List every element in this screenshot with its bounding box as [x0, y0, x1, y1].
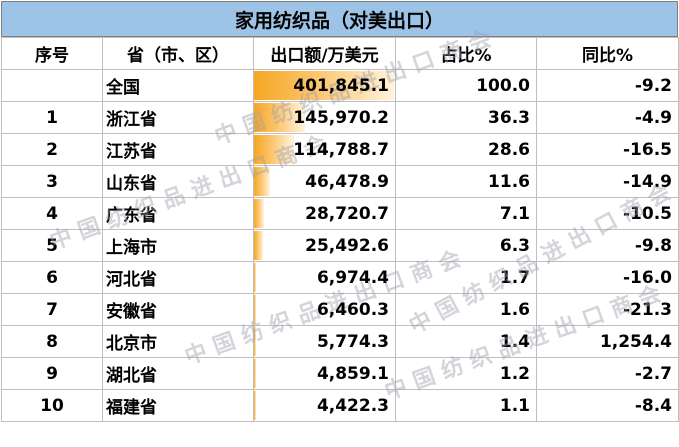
- data-bar: [254, 359, 256, 388]
- export-table: 序号 省（市、区） 出口额/万美元 占比% 同比% 全国 401,845.1 100…: [1, 37, 679, 422]
- cell-amount[interactable]: 4,859.1: [253, 357, 396, 390]
- cell-amount[interactable]: 6,974.4: [253, 261, 396, 294]
- cell-region[interactable]: 上海市: [102, 229, 254, 262]
- cell-share[interactable]: 100.0: [395, 69, 537, 102]
- cell-region[interactable]: 山东省: [102, 165, 254, 198]
- cell-amount[interactable]: 114,788.7: [253, 133, 396, 166]
- cell-rank[interactable]: 8: [1, 325, 103, 358]
- cell-rank[interactable]: 9: [1, 357, 103, 390]
- header-amount[interactable]: 出口额/万美元: [253, 37, 396, 70]
- cell-amount[interactable]: 6,460.3: [253, 293, 396, 326]
- cell-share[interactable]: 1.2: [395, 357, 537, 390]
- cell-rank[interactable]: 1: [1, 101, 103, 134]
- cell-yoy[interactable]: 1,254.4: [536, 325, 679, 358]
- data-bar: [254, 71, 394, 100]
- table-title: 家用纺织品（对美出口）: [1, 1, 678, 37]
- cell-yoy[interactable]: -16.0: [536, 261, 679, 294]
- table-row: 6 河北省 6,974.4 1.7 -16.0: [1, 261, 679, 294]
- cell-amount[interactable]: 5,774.3: [253, 325, 396, 358]
- cell-region[interactable]: 河北省: [102, 261, 254, 294]
- cell-yoy[interactable]: -9.2: [536, 69, 679, 102]
- data-bar: [254, 327, 256, 356]
- table-row: 8 北京市 5,774.3 1.4 1,254.4: [1, 325, 679, 358]
- table-row: 5 上海市 25,492.6 6.3 -9.8: [1, 229, 679, 262]
- data-bar: [254, 135, 294, 164]
- cell-yoy[interactable]: -16.5: [536, 133, 679, 166]
- cell-amount[interactable]: 401,845.1: [253, 69, 396, 102]
- table-row: 3 山东省 46,478.9 11.6 -14.9: [1, 165, 679, 198]
- header-row: 序号 省（市、区） 出口额/万美元 占比% 同比%: [1, 37, 679, 70]
- amount-value: 6,974.4: [316, 267, 389, 288]
- cell-rank[interactable]: 7: [1, 293, 103, 326]
- table-row: 全国 401,845.1 100.0 -9.2: [1, 69, 679, 102]
- header-share[interactable]: 占比%: [395, 37, 537, 70]
- cell-share[interactable]: 28.6: [395, 133, 537, 166]
- amount-value: 4,422.3: [316, 395, 389, 416]
- cell-yoy[interactable]: -4.9: [536, 101, 679, 134]
- cell-yoy[interactable]: -21.3: [536, 293, 679, 326]
- amount-value: 145,970.2: [293, 107, 389, 128]
- cell-region[interactable]: 安徽省: [102, 293, 254, 326]
- cell-region[interactable]: 江苏省: [102, 133, 254, 166]
- cell-amount[interactable]: 28,720.7: [253, 197, 396, 230]
- cell-rank[interactable]: 3: [1, 165, 103, 198]
- amount-value: 4,859.1: [316, 363, 389, 384]
- table-row: 4 广东省 28,720.7 7.1 -10.5: [1, 197, 679, 230]
- cell-yoy[interactable]: -2.7: [536, 357, 679, 390]
- cell-share[interactable]: 7.1: [395, 197, 537, 230]
- cell-amount[interactable]: 4,422.3: [253, 389, 396, 422]
- cell-rank[interactable]: 4: [1, 197, 103, 230]
- data-bar: [254, 231, 263, 260]
- data-bar: [254, 391, 256, 420]
- table-row: 7 安徽省 6,460.3 1.6 -21.3: [1, 293, 679, 326]
- table-row: 9 湖北省 4,859.1 1.2 -2.7: [1, 357, 679, 390]
- cell-yoy[interactable]: -10.5: [536, 197, 679, 230]
- cell-yoy[interactable]: -9.8: [536, 229, 679, 262]
- cell-region[interactable]: 浙江省: [102, 101, 254, 134]
- cell-yoy[interactable]: -14.9: [536, 165, 679, 198]
- cell-share[interactable]: 11.6: [395, 165, 537, 198]
- amount-value: 114,788.7: [293, 139, 389, 160]
- cell-yoy[interactable]: -8.4: [536, 389, 679, 422]
- cell-amount[interactable]: 145,970.2: [253, 101, 396, 134]
- data-bar: [254, 263, 256, 292]
- header-rank[interactable]: 序号: [1, 37, 103, 70]
- table-row: 2 江苏省 114,788.7 28.6 -16.5: [1, 133, 679, 166]
- amount-value: 6,460.3: [316, 299, 389, 320]
- table-row: 1 浙江省 145,970.2 36.3 -4.9: [1, 101, 679, 134]
- data-bar: [254, 295, 256, 324]
- amount-value: 5,774.3: [316, 331, 389, 352]
- cell-share[interactable]: 1.1: [395, 389, 537, 422]
- cell-region[interactable]: 湖北省: [102, 357, 254, 390]
- data-bar: [254, 199, 264, 228]
- cell-amount[interactable]: 25,492.6: [253, 229, 396, 262]
- cell-share[interactable]: 6.3: [395, 229, 537, 262]
- cell-region[interactable]: 全国: [102, 69, 254, 102]
- amount-value: 401,845.1: [293, 75, 389, 96]
- cell-rank[interactable]: 6: [1, 261, 103, 294]
- amount-value: 25,492.6: [305, 235, 389, 256]
- cell-region[interactable]: 北京市: [102, 325, 254, 358]
- cell-rank[interactable]: [1, 69, 103, 102]
- header-yoy[interactable]: 同比%: [536, 37, 679, 70]
- cell-rank[interactable]: 10: [1, 389, 103, 422]
- table-row: 10 福建省 4,422.3 1.1 -8.4: [1, 389, 679, 422]
- amount-value: 46,478.9: [305, 171, 389, 192]
- cell-share[interactable]: 36.3: [395, 101, 537, 134]
- cell-amount[interactable]: 46,478.9: [253, 165, 396, 198]
- data-bar: [254, 167, 270, 196]
- data-bar: [254, 103, 305, 132]
- header-region[interactable]: 省（市、区）: [102, 37, 254, 70]
- cell-rank[interactable]: 5: [1, 229, 103, 262]
- cell-region[interactable]: 广东省: [102, 197, 254, 230]
- cell-rank[interactable]: 2: [1, 133, 103, 166]
- amount-value: 28,720.7: [305, 203, 389, 224]
- cell-share[interactable]: 1.4: [395, 325, 537, 358]
- cell-share[interactable]: 1.6: [395, 293, 537, 326]
- cell-region[interactable]: 福建省: [102, 389, 254, 422]
- cell-share[interactable]: 1.7: [395, 261, 537, 294]
